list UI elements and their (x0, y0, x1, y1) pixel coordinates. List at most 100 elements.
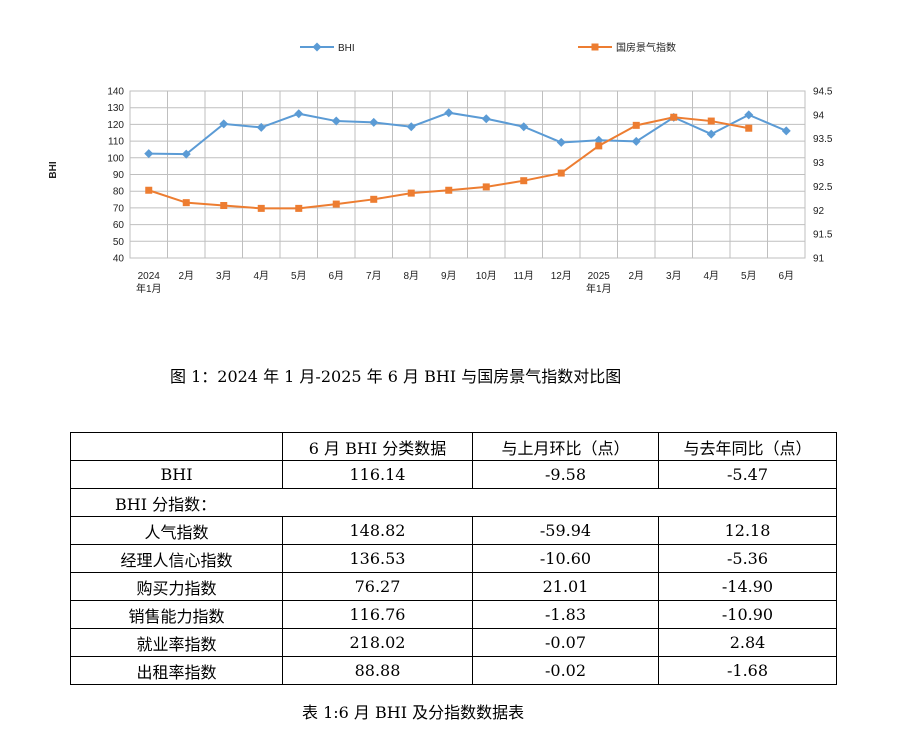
data-point-guofang (145, 186, 153, 194)
x-tick-label: 4月 (253, 270, 269, 282)
data-point-bhi (406, 122, 416, 132)
x-tick-label: 6月 (778, 270, 794, 282)
row-value: 116.14 (282, 460, 473, 489)
data-point-bhi (181, 149, 191, 159)
y-tick-label: 90 (113, 170, 125, 181)
row-mom: -59.94 (472, 516, 659, 545)
data-point-guofang (670, 113, 678, 121)
row-value: 218.02 (282, 628, 473, 657)
row-label: 出租率指数 (70, 656, 283, 685)
row-yoy: -5.47 (658, 460, 837, 489)
y-tick-label: 120 (107, 120, 124, 131)
row-value: 88.88 (282, 656, 473, 685)
data-point-guofang (295, 204, 303, 212)
row-label: 就业率指数 (70, 628, 283, 657)
table-row: 经理人信心指数 136.53 -10.60 -5.36 (70, 544, 837, 573)
y-tick-label: 70 (113, 203, 125, 214)
x-tick-label: 2月 (178, 270, 194, 282)
row-label: 经理人信心指数 (70, 544, 283, 573)
row-mom: -0.02 (472, 656, 659, 685)
row-value: 76.27 (282, 572, 473, 601)
row-yoy: -14.90 (658, 572, 837, 601)
data-point-guofang (407, 189, 415, 197)
x-tick-label: 3月 (216, 270, 232, 282)
data-point-guofang (520, 177, 528, 185)
data-point-guofang (370, 195, 378, 203)
data-point-bhi (331, 116, 341, 126)
x-tick-label: 9月 (441, 270, 457, 282)
section-label: BHI 分指数： (70, 488, 837, 517)
data-point-bhi (219, 119, 229, 129)
table-caption: 表 1:6 月 BHI 及分指数数据表 (302, 703, 525, 722)
x-tick-label: 2024 (138, 271, 161, 282)
data-point-bhi (256, 122, 266, 132)
row-label: 销售能力指数 (70, 600, 283, 629)
x-tick-label: 10月 (476, 270, 497, 282)
data-point-guofang (745, 124, 753, 132)
row-value: 136.53 (282, 544, 473, 573)
y2-tick-label: 94 (813, 110, 825, 121)
data-point-bhi (294, 109, 304, 119)
y2-tick-label: 93.5 (813, 134, 833, 145)
row-label: 人气指数 (70, 516, 283, 545)
legend-label: BHI (338, 43, 355, 54)
x-tick-label: 3月 (666, 270, 682, 282)
row-yoy: -10.90 (658, 600, 837, 629)
y2-tick-label: 92 (813, 206, 825, 217)
row-value: 116.76 (282, 600, 473, 629)
row-label: 购买力指数 (70, 572, 283, 601)
data-point-bhi (706, 129, 716, 139)
legend-marker-diamond (312, 42, 322, 52)
header-cell (70, 432, 283, 461)
data-point-bhi (744, 110, 754, 120)
bhi-data-table: 6 月 BHI 分类数据 与上月环比（点） 与去年同比（点） BHI 116.1… (70, 432, 837, 685)
x-tick-label: 12月 (551, 270, 572, 282)
row-mom: -10.60 (472, 544, 659, 573)
table-row: 购买力指数 76.27 21.01 -14.90 (70, 572, 837, 601)
y2-tick-label: 92.5 (813, 182, 833, 193)
x-tick-label: 年1月 (586, 282, 612, 295)
row-label: BHI (70, 460, 283, 489)
series-line-bhi (148, 111, 787, 156)
header-cell: 与去年同比（点） (658, 432, 837, 461)
x-tick-label: 年1月 (136, 282, 162, 295)
data-point-bhi (781, 126, 791, 136)
x-tick-label: 8月 (403, 270, 419, 282)
y2-tick-label: 91.5 (813, 230, 833, 241)
table-row-bhi: BHI 116.14 -9.58 -5.47 (70, 460, 837, 489)
x-tick-label: 5月 (741, 270, 757, 282)
data-point-bhi (631, 136, 641, 146)
y-tick-label: 50 (113, 237, 125, 248)
y-axis-label: BHI (48, 161, 59, 178)
data-point-bhi (556, 137, 566, 147)
row-yoy: -5.36 (658, 544, 837, 573)
row-mom: -0.07 (472, 628, 659, 657)
data-point-guofang (632, 121, 640, 129)
data-point-guofang (332, 200, 340, 208)
y2-tick-label: 93 (813, 158, 825, 169)
row-yoy: 2.84 (658, 628, 837, 657)
y-tick-label: 40 (113, 254, 125, 265)
row-yoy: -1.68 (658, 656, 837, 685)
data-point-bhi (481, 114, 491, 124)
y2-tick-label: 94.5 (813, 87, 833, 98)
y-tick-label: 80 (113, 187, 125, 198)
data-point-guofang (257, 204, 265, 212)
table-row: 就业率指数 218.02 -0.07 2.84 (70, 628, 837, 657)
header-cell: 6 月 BHI 分类数据 (282, 432, 473, 461)
data-point-guofang (595, 142, 603, 150)
y-tick-label: 100 (107, 153, 124, 164)
table-row: 销售能力指数 116.76 -1.83 -10.90 (70, 600, 837, 629)
x-tick-label: 7月 (366, 270, 382, 282)
data-point-guofang (182, 199, 190, 207)
data-point-bhi (519, 122, 529, 132)
y-tick-label: 140 (107, 87, 124, 98)
y-tick-label: 130 (107, 103, 124, 114)
x-tick-label: 11月 (514, 270, 534, 282)
row-mom: -1.83 (472, 600, 659, 629)
row-mom: 21.01 (472, 572, 659, 601)
data-point-bhi (144, 149, 154, 159)
row-yoy: 12.18 (658, 516, 837, 545)
legend-marker-square (591, 43, 599, 51)
data-point-bhi (369, 117, 379, 127)
